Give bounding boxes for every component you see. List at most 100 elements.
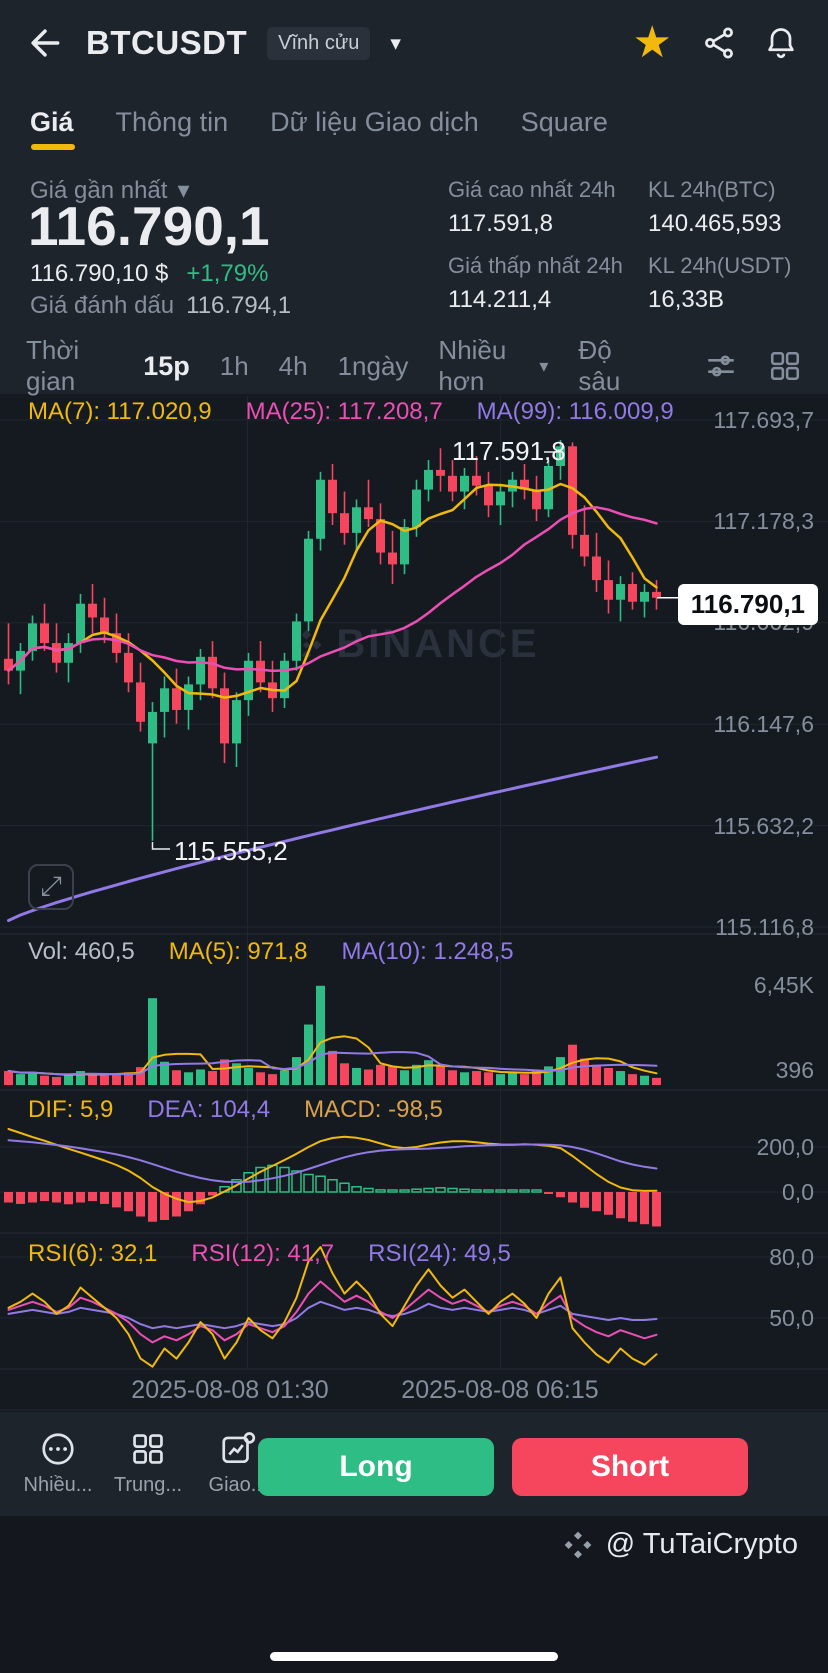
more-intervals-label: Nhiều hơn xyxy=(438,335,507,396)
margin-mode-label: Trung... xyxy=(113,1474,183,1496)
symbol-chevron-down-icon[interactable]: ▾ xyxy=(390,31,401,55)
binance-diamond-logo xyxy=(291,629,322,660)
tab-square-label: Square xyxy=(520,106,608,137)
tab-square[interactable]: Square xyxy=(521,107,608,138)
expand-icon: ⤢ xyxy=(40,871,62,901)
home-indicator[interactable] xyxy=(270,1652,558,1661)
grid-icon xyxy=(133,1434,163,1464)
tab-info-label: Thông tin xyxy=(115,106,229,137)
ma99-value: MA(99): 116.009,9 xyxy=(476,398,674,425)
volume-btc-label: KL 24h(BTC) xyxy=(648,177,776,202)
watermark-text: BINANCE xyxy=(336,622,540,666)
tab-bar: Giá Thông tin Dữ liệu Giao dịch Square xyxy=(0,92,828,152)
macd-axis-label: 200,0 xyxy=(756,1134,814,1160)
rsi12-value: RSI(12): 41,7 xyxy=(191,1240,335,1267)
more-tools-button[interactable]: Nhiều... xyxy=(20,1430,96,1497)
last-price: 116.790,1 xyxy=(28,195,270,257)
symbol-title: BTCUSDT xyxy=(86,24,248,61)
high-24h-value: 117.591,8 xyxy=(448,210,553,237)
volume-ma10-value: MA(10): 1.248,5 xyxy=(341,938,514,965)
volume-btc-value: 140.465,593 xyxy=(648,210,782,237)
tab-price[interactable]: Giá xyxy=(30,106,75,150)
short-button[interactable]: Short xyxy=(512,1438,748,1496)
notification-bell-icon[interactable] xyxy=(760,22,802,64)
rsi-axis-label: 50,0 xyxy=(769,1305,814,1331)
ma-indicator-header: MA(7): 117.020,9 MA(25): 117.208,7 MA(99… xyxy=(28,398,674,426)
low-24h-label: Giá thấp nhất 24h xyxy=(448,253,623,278)
y-axis-label: 115.116,8 xyxy=(715,914,814,940)
chevron-down-icon: ▾ xyxy=(177,177,190,204)
ticker-stats: Giá cao nhất 24h KL 24h(BTC) 117.591,8 1… xyxy=(448,176,826,324)
fiat-value: 116.790,10 $ xyxy=(30,260,169,287)
favorite-star-icon[interactable]: ★ xyxy=(632,18,672,67)
footer-credit-text: @ TuTaiCrypto xyxy=(605,1528,798,1560)
tool-buttons: Nhiều... Trung... Giao... xyxy=(20,1430,276,1497)
macd-dea-value: DEA: 104,4 xyxy=(147,1096,271,1123)
current-price-tag: 116.790,1 xyxy=(677,584,818,625)
chart-layout-grid-icon[interactable] xyxy=(768,347,802,385)
more-intervals-dropdown[interactable]: Nhiều hơn ▾ xyxy=(438,335,548,397)
change-percent: +1,79% xyxy=(186,260,269,287)
y-axis-label: 116.147,6 xyxy=(713,711,814,737)
back-arrow-icon xyxy=(31,29,60,57)
volume-usdt-value: 16,33B xyxy=(648,286,725,313)
chart-box-icon xyxy=(222,1432,256,1464)
fiat-row: 116.790,10 $ +1,79% xyxy=(30,260,268,288)
trade-panel-label: Giao... xyxy=(208,1474,268,1496)
mark-price-row: Giá đánh dấu 116.794,1 xyxy=(30,292,291,320)
macd-axis-label: 0,0 xyxy=(782,1179,814,1205)
high-24h-label: Giá cao nhất 24h xyxy=(448,177,616,202)
high-price-annotation: 117.591,8 xyxy=(452,436,566,466)
more-circle-icon xyxy=(42,1433,74,1465)
volume-usdt-label: KL 24h(USDT) xyxy=(648,253,792,278)
y-axis-label: 115.632,2 xyxy=(713,813,814,839)
interval-15m[interactable]: 15p xyxy=(143,350,190,381)
footer-credit: @ TuTaiCrypto xyxy=(562,1528,798,1561)
contract-type-badge: Vĩnh cửu xyxy=(267,26,371,60)
rsi6-value: RSI(6): 32,1 xyxy=(28,1240,158,1267)
volume-ma5-value: MA(5): 971,8 xyxy=(168,938,308,965)
time-label: Thời gian xyxy=(26,335,80,396)
interval-bar: Thời gian 15p 1h 4h 1ngày Nhiều hơn ▾ Độ… xyxy=(0,335,828,397)
volume-indicator-header: Vol: 460,5 MA(5): 971,8 MA(10): 1.248,5 xyxy=(28,938,514,966)
indicator-settings-icon[interactable] xyxy=(704,347,738,385)
binance-watermark: BINANCE xyxy=(288,622,539,667)
y-axis-label: 117.178,3 xyxy=(713,508,814,534)
tab-info[interactable]: Thông tin xyxy=(116,107,229,138)
macd-value: MACD: -98,5 xyxy=(304,1096,443,1123)
ma25-value: MA(25): 117.208,7 xyxy=(245,398,443,425)
volume-axis-label: 396 xyxy=(775,1057,814,1083)
header: BTCUSDT Vĩnh cửu ▾ ★ xyxy=(0,0,828,86)
chevron-down-icon: ▾ xyxy=(539,355,549,376)
tab-trading-data-label: Dữ liệu Giao dịch xyxy=(270,106,479,137)
volume-axis-label: 6,45K xyxy=(753,972,814,998)
interval-1d[interactable]: 1ngày xyxy=(337,350,409,381)
mark-price-label: Giá đánh dấu xyxy=(30,292,175,319)
fullscreen-expand-button[interactable]: ⤢ xyxy=(28,864,74,910)
macd-indicator-header: DIF: 5,9 DEA: 104,4 MACD: -98,5 xyxy=(28,1096,443,1124)
x-axis-label: 2025-08-08 06:15 xyxy=(401,1376,599,1404)
low-price-annotation: 115.555,2 xyxy=(174,836,288,866)
back-button[interactable] xyxy=(26,23,66,63)
footer-background xyxy=(0,1516,828,1673)
interval-1h[interactable]: 1h xyxy=(219,350,249,381)
macd-dif-value: DIF: 5,9 xyxy=(28,1096,114,1123)
margin-mode-button[interactable]: Trung... xyxy=(110,1430,186,1497)
active-tab-underline xyxy=(31,143,75,150)
diamond-cluster-icon xyxy=(564,1531,592,1558)
low-24h-value: 114.211,4 xyxy=(448,286,552,313)
depth-button[interactable]: Độ sâu xyxy=(578,335,621,396)
mark-price-value: 116.794,1 xyxy=(186,292,292,319)
interval-4h[interactable]: 4h xyxy=(278,350,308,381)
long-button[interactable]: Long xyxy=(258,1438,494,1496)
last-price-selector[interactable]: Giá gần nhất ▾ xyxy=(30,176,189,205)
bottom-action-bar: Nhiều... Trung... Giao... Long Short xyxy=(0,1424,828,1536)
more-tools-label: Nhiều... xyxy=(23,1474,93,1496)
y-axis-label: 117.693,7 xyxy=(713,407,814,433)
share-icon[interactable] xyxy=(698,22,740,64)
volume-value: Vol: 460,5 xyxy=(28,938,135,965)
trade-panel-button[interactable]: Giao... xyxy=(200,1430,276,1497)
tab-price-label: Giá xyxy=(30,106,74,137)
tab-trading-data[interactable]: Dữ liệu Giao dịch xyxy=(270,107,479,138)
